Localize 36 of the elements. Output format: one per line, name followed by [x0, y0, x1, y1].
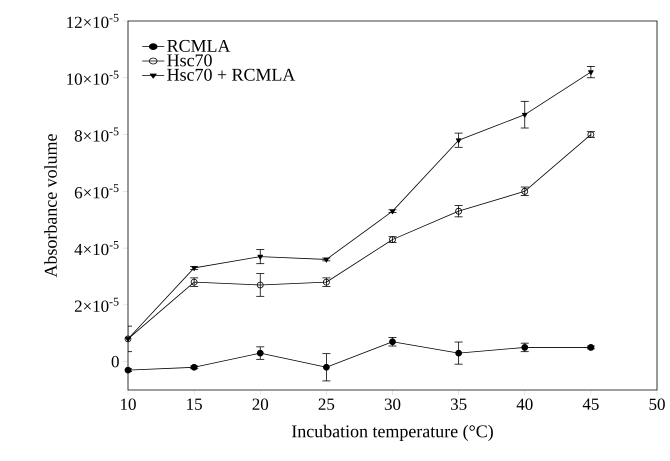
x-tick-label: 50 [650, 398, 665, 410]
x-tick-label: 20 [252, 398, 268, 410]
x-tick-label: 15 [187, 398, 202, 410]
x-tick-label: 40 [516, 398, 533, 410]
y-tick-label: 12×10$^{-5}$ [67, 14, 119, 28]
point [324, 258, 330, 263]
y-tick-label: 2×10$^{-5}$ [74, 298, 119, 312]
y-tick-label: 4×10$^{-5}$ [74, 240, 119, 256]
x-tick-label: 25 [318, 398, 334, 410]
legend-label: Hsc70 + RCMLA [167, 68, 296, 81]
y-tick-label: 10×10$^{-5}$ [67, 70, 119, 85]
point [256, 282, 264, 288]
x-tick-label: 45 [582, 398, 599, 410]
x-tick-label: 30 [384, 398, 400, 410]
y-axis-title: Absorbance volume [44, 134, 57, 278]
point [455, 208, 462, 215]
x-tick-label: 35 [450, 398, 466, 410]
point [456, 138, 462, 144]
legend-label: Hsc70 [167, 54, 212, 66]
point [322, 364, 330, 371]
point [588, 70, 594, 76]
x-tick-label: 10 [121, 398, 136, 410]
point [124, 366, 132, 374]
point [256, 350, 264, 356]
point [522, 112, 528, 118]
point [190, 364, 198, 371]
y-tick-label: 6×10$^{-5}$ [74, 184, 119, 198]
legend-label: RCMLA [167, 40, 230, 52]
point [257, 254, 264, 260]
x-axis-title: Incubation temperature (°C) [292, 424, 493, 442]
point [455, 350, 462, 356]
point [587, 344, 594, 351]
point [191, 266, 197, 272]
y-tick-label: 8×10$^{-5}$ [74, 127, 119, 142]
y-tick-label: 0 [112, 356, 119, 368]
point [390, 209, 396, 214]
